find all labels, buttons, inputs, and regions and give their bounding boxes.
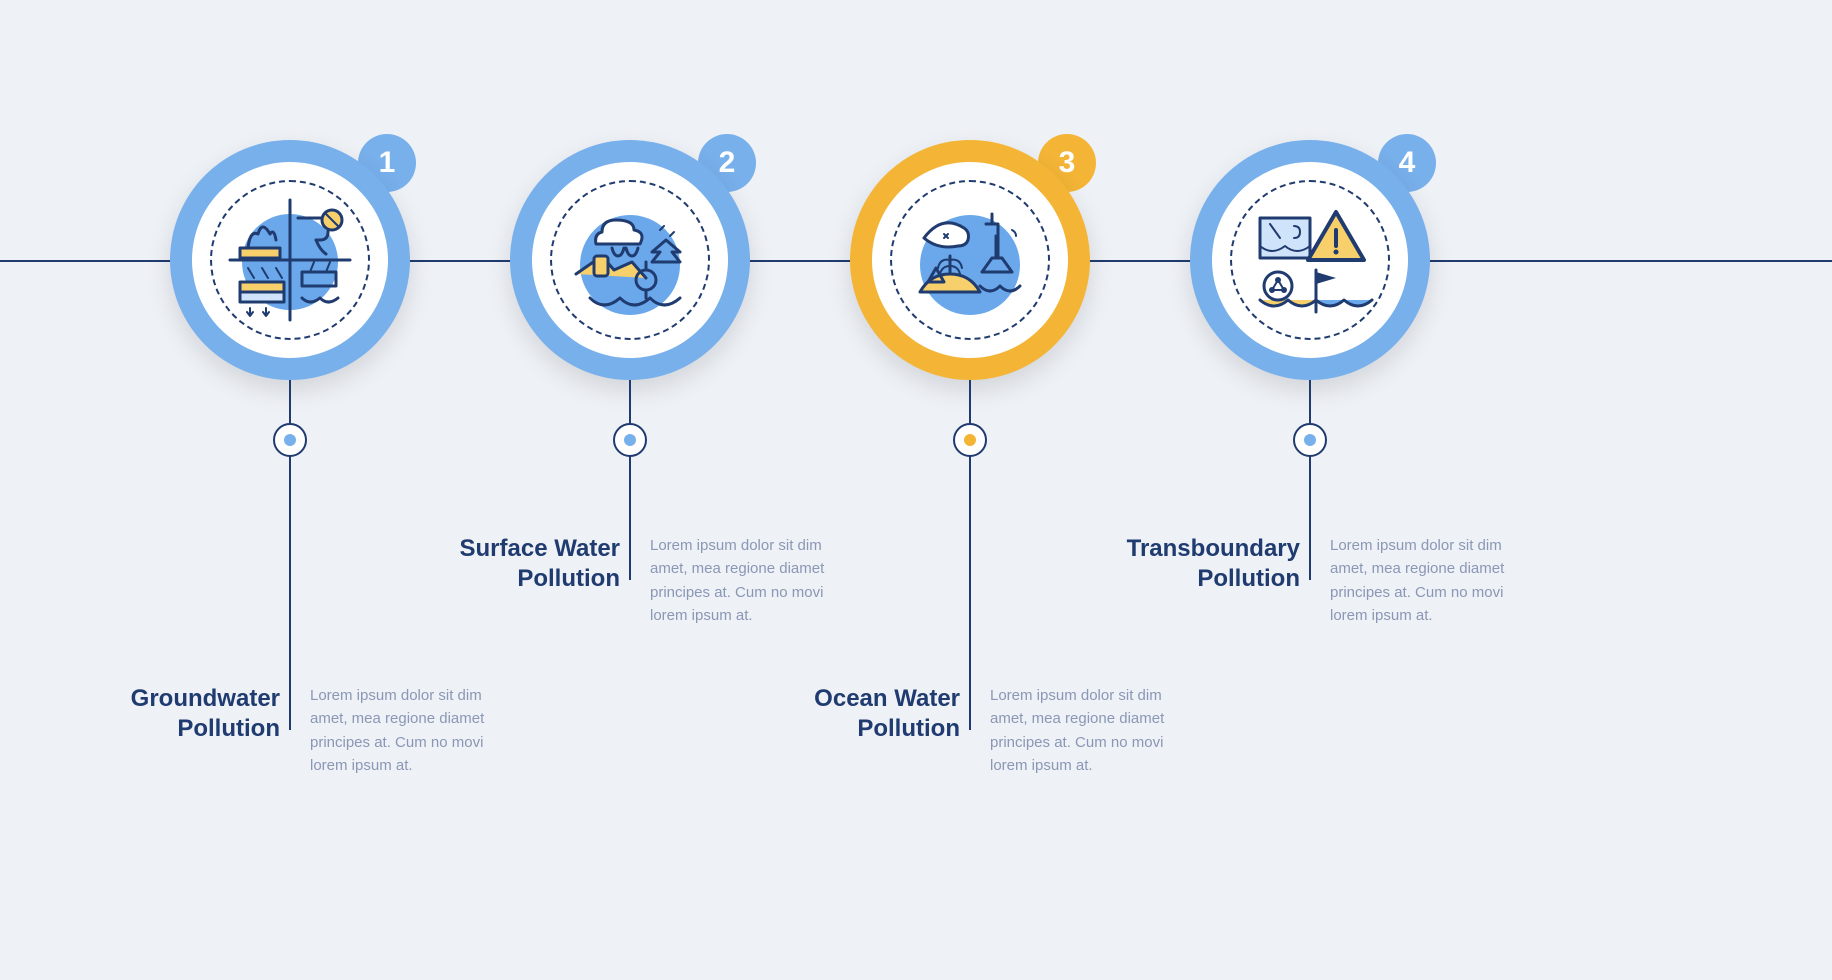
infographic-step-3: 3 <box>850 140 1090 380</box>
step-text: GroundwaterPollution Lorem ipsum dolor si… <box>90 684 520 777</box>
step-medallion: 2 <box>510 140 750 380</box>
step-title-line1: Transboundary <box>1110 534 1300 564</box>
step-body: Lorem ipsum dolor sit dim amet, mea regi… <box>650 534 860 627</box>
transboundary-icon <box>1238 188 1382 332</box>
step-node-dot-inner <box>1304 434 1316 446</box>
step-title: Ocean WaterPollution <box>770 684 960 744</box>
step-node-dot-inner <box>624 434 636 446</box>
step-node-dot <box>953 423 987 457</box>
step-title-line1: Ocean Water <box>770 684 960 714</box>
infographic-canvas: 1GroundwaterPollutionLorem ipsum dolor s… <box>0 0 1832 980</box>
step-medallion: 1 <box>170 140 410 380</box>
step-text: Surface WaterPollution Lorem ipsum dolor … <box>430 534 860 627</box>
step-title-line2: Pollution <box>430 564 620 594</box>
step-body: Lorem ipsum dolor sit dim amet, mea regi… <box>990 684 1200 777</box>
step-title-line2: Pollution <box>90 714 280 744</box>
step-node-dot-inner <box>964 434 976 446</box>
step-node-dot-inner <box>284 434 296 446</box>
groundwater-icon <box>218 188 362 332</box>
step-medallion: 4 <box>1190 140 1430 380</box>
step-text: TransboundaryPollution Lorem ipsum dolor … <box>1110 534 1540 627</box>
infographic-step-1: 1 <box>170 140 410 380</box>
step-title-line2: Pollution <box>770 714 960 744</box>
step-body: Lorem ipsum dolor sit dim amet, mea regi… <box>1330 534 1540 627</box>
infographic-step-2: 2 <box>510 140 750 380</box>
step-node-dot <box>1293 423 1327 457</box>
step-title-line1: Groundwater <box>90 684 280 714</box>
infographic-step-4: 4 <box>1190 140 1430 380</box>
step-node-dot <box>273 423 307 457</box>
ocean-icon <box>898 188 1042 332</box>
step-title-line2: Pollution <box>1110 564 1300 594</box>
step-body: Lorem ipsum dolor sit dim amet, mea regi… <box>310 684 520 777</box>
step-medallion: 3 <box>850 140 1090 380</box>
step-node-dot <box>613 423 647 457</box>
step-title: GroundwaterPollution <box>90 684 280 744</box>
step-title-line1: Surface Water <box>430 534 620 564</box>
step-text: Ocean WaterPollution Lorem ipsum dolor si… <box>770 684 1200 777</box>
surface-icon <box>558 188 702 332</box>
step-title: Surface WaterPollution <box>430 534 620 594</box>
step-title: TransboundaryPollution <box>1110 534 1300 594</box>
